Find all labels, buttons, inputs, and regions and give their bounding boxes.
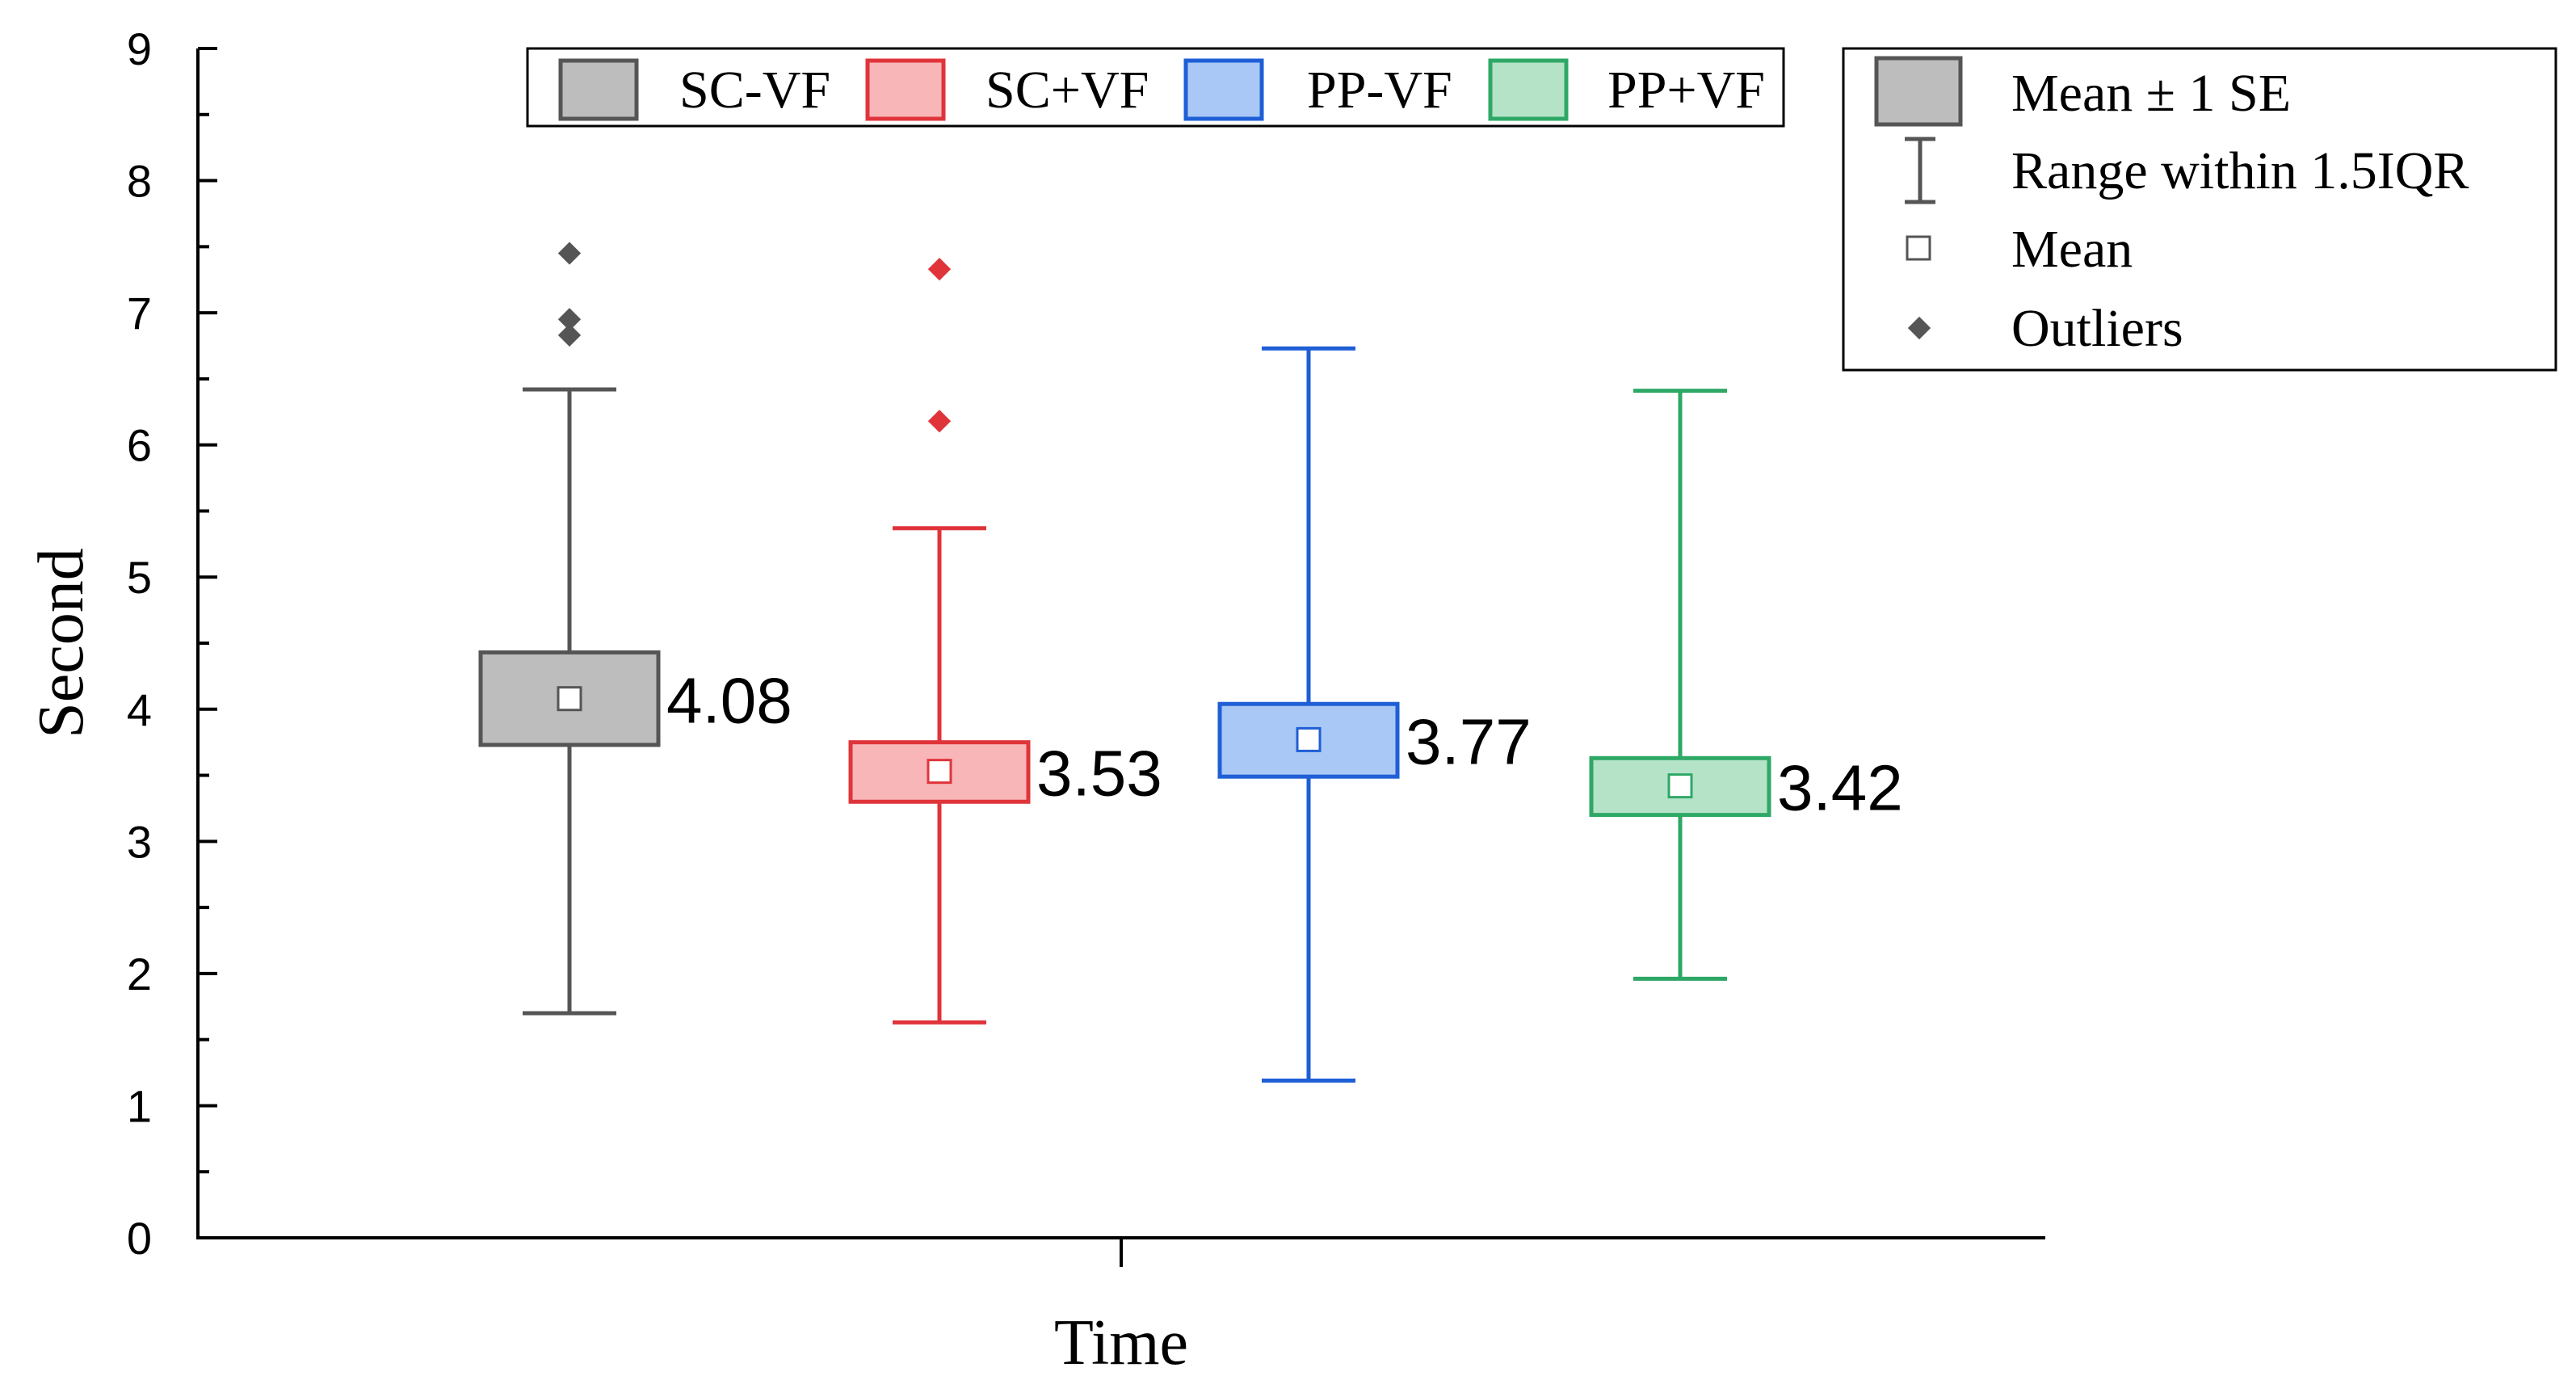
y-tick-label: 8 — [127, 156, 152, 207]
outlier-point — [557, 323, 582, 347]
box-plots: 4.08 3.53 3.77 3.42 — [478, 242, 1903, 1083]
series-legend-frame — [526, 47, 1785, 128]
legend-label-sc-plus-vf: SC+VF — [985, 61, 1149, 120]
outlier-point — [557, 308, 582, 331]
legend-label-pp-plus-vf: PP+VF — [1607, 61, 1765, 120]
y-tick-label: 7 — [127, 288, 152, 339]
box-sc-vf: 4.08 — [478, 242, 792, 1016]
y-tick-label: 0 — [127, 1213, 152, 1264]
key-mean-se-label: Mean ± 1 SE — [2011, 64, 2291, 123]
series-legend: SC-VF SC+VF PP-VF PP+VF — [526, 47, 1785, 128]
y-tick-labels: 0 1 2 3 4 5 6 7 8 9 — [127, 23, 152, 1264]
y-tick-label: 6 — [127, 420, 152, 471]
mean-value-label: 3.53 — [1036, 738, 1162, 810]
key-outlier-icon — [1907, 316, 1931, 340]
box-sc-plus-vf: 3.53 — [848, 257, 1162, 1025]
y-axis-title: Second — [26, 548, 97, 738]
legend-swatch-pp-vf — [1183, 58, 1264, 121]
mean-value-label: 3.42 — [1777, 752, 1903, 824]
mean-marker — [557, 686, 582, 712]
box-pp-plus-vf: 3.42 — [1589, 389, 1903, 981]
outlier-point — [927, 410, 952, 433]
box-pp-vf: 3.77 — [1217, 346, 1532, 1083]
mean-marker — [1296, 726, 1322, 752]
key-mean-se-swatch — [1874, 56, 1963, 127]
key-mean-label: Mean — [2011, 220, 2133, 279]
key-outliers-label: Outliers — [2011, 299, 2183, 358]
y-tick-label: 1 — [127, 1080, 152, 1131]
key-range-icon — [1905, 137, 1935, 204]
y-tick-label: 2 — [127, 949, 152, 999]
legend-swatch-sc-plus-vf — [865, 58, 946, 121]
mean-value-label: 3.77 — [1406, 705, 1532, 777]
outlier-point — [557, 242, 582, 265]
mean-marker — [927, 759, 952, 785]
y-tick-label: 9 — [127, 23, 152, 74]
y-tick-label: 3 — [127, 816, 152, 867]
mean-value-label: 4.08 — [666, 665, 792, 737]
key-mean-icon — [1906, 235, 1931, 261]
outlier-point — [927, 257, 952, 281]
key-legend: Mean ± 1 SE Range within 1.5IQR Mean Out… — [1842, 47, 2557, 372]
mean-marker — [1667, 773, 1693, 799]
legend-label-sc-vf: SC-VF — [679, 61, 830, 120]
y-tick-marks — [198, 47, 217, 1239]
legend-swatch-pp-plus-vf — [1488, 58, 1569, 121]
legend-label-pp-vf: PP-VF — [1307, 61, 1452, 120]
y-tick-label: 4 — [127, 684, 152, 735]
y-tick-label: 5 — [127, 552, 152, 603]
key-range-label: Range within 1.5IQR — [2011, 141, 2469, 200]
legend-swatch-sc-vf — [558, 58, 639, 121]
x-axis-title: Time — [1054, 1307, 1188, 1378]
